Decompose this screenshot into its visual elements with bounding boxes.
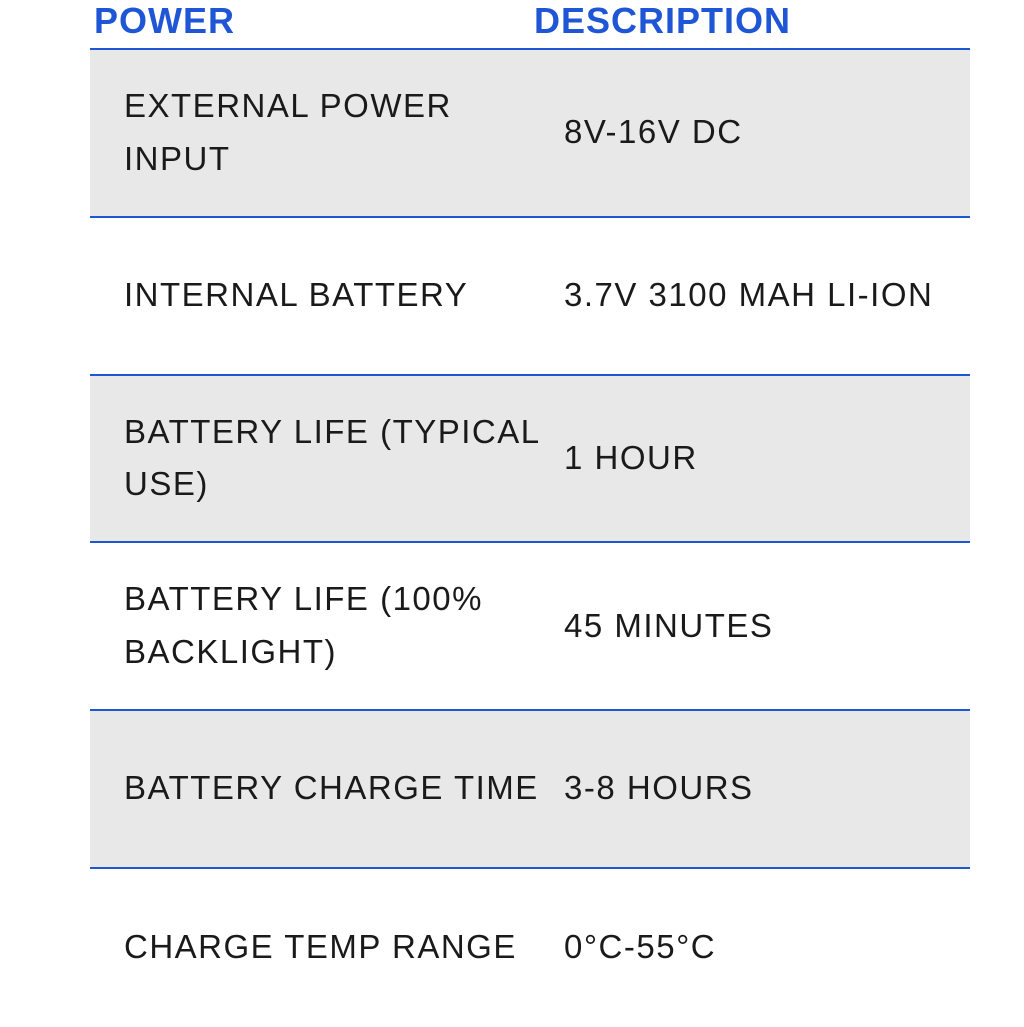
cell-description: 3-8 HOURS: [560, 762, 970, 815]
header-description: DESCRIPTION: [530, 0, 970, 42]
table-row: CHARGE TEMP RANGE 0°C-55°C: [90, 869, 970, 1027]
cell-description: 0°C-55°C: [560, 921, 970, 974]
cell-power: CHARGE TEMP RANGE: [120, 921, 560, 974]
cell-description: 45 MINUTES: [560, 600, 970, 653]
table-row: EXTERNAL POWER INPUT 8V-16V DC: [90, 50, 970, 218]
table-row: INTERNAL BATTERY 3.7V 3100 MAH LI-ION: [90, 218, 970, 376]
table-row: BATTERY LIFE (100% BACKLIGHT) 45 MINUTES: [90, 543, 970, 711]
power-spec-table: POWER DESCRIPTION EXTERNAL POWER INPUT 8…: [90, 0, 970, 1027]
table-header-row: POWER DESCRIPTION: [90, 0, 970, 50]
cell-power: BATTERY CHARGE TIME: [120, 762, 560, 815]
cell-description: 3.7V 3100 MAH LI-ION: [560, 269, 970, 322]
cell-description: 1 HOUR: [560, 432, 970, 485]
table-row: BATTERY LIFE (TYPICAL USE) 1 HOUR: [90, 376, 970, 544]
header-power: POWER: [90, 0, 530, 42]
cell-description: 8V-16V DC: [560, 106, 970, 159]
table-row: BATTERY CHARGE TIME 3-8 HOURS: [90, 711, 970, 869]
cell-power: BATTERY LIFE (100% BACKLIGHT): [120, 573, 560, 679]
cell-power: BATTERY LIFE (TYPICAL USE): [120, 406, 560, 512]
cell-power: EXTERNAL POWER INPUT: [120, 80, 560, 186]
cell-power: INTERNAL BATTERY: [120, 269, 560, 322]
